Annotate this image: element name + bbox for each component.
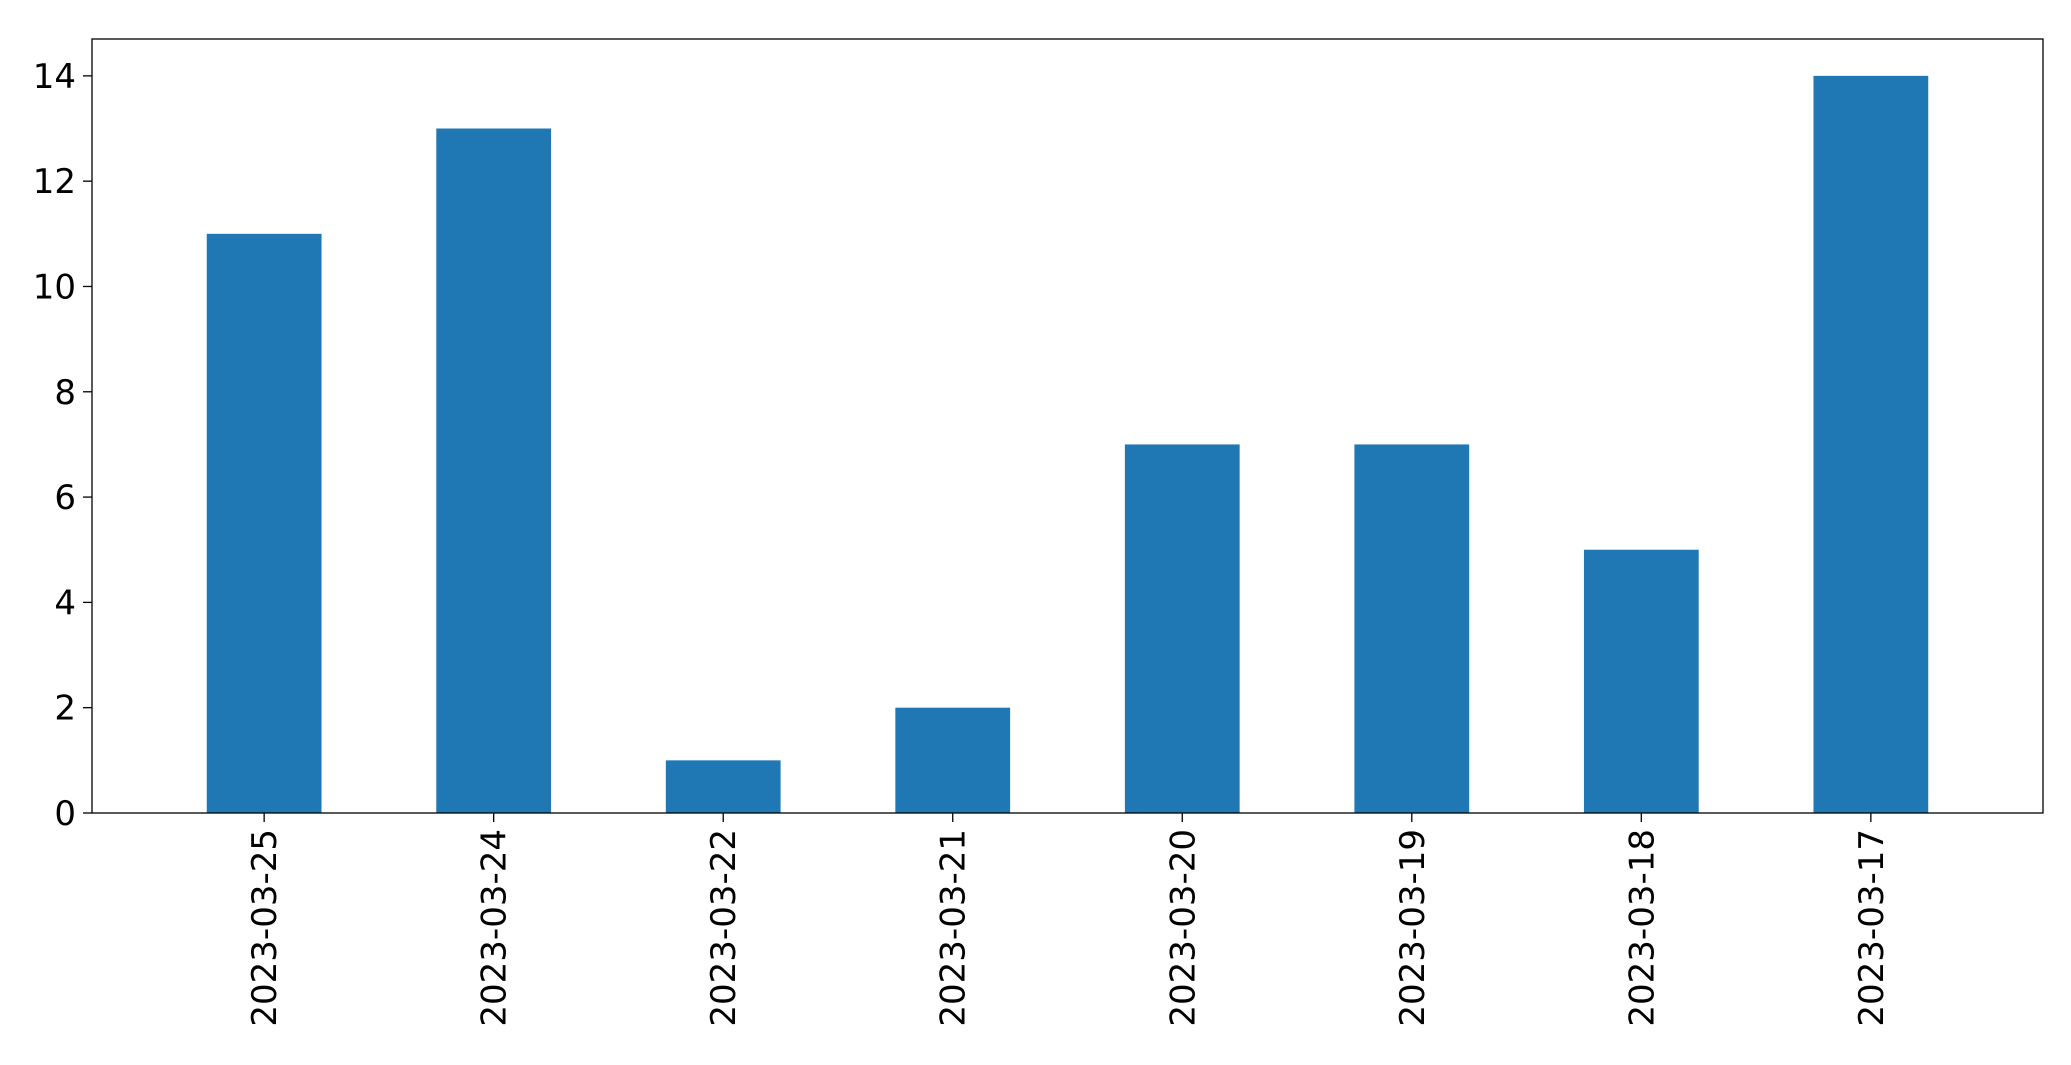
x-tick-label: 2023-03-25 bbox=[245, 829, 285, 1027]
y-tick-label: 10 bbox=[33, 267, 76, 307]
x-tick-label: 2023-03-24 bbox=[475, 829, 515, 1027]
bars-layer bbox=[206, 75, 1929, 814]
bar-2023-03-22 bbox=[665, 760, 781, 813]
bar-2023-03-24 bbox=[436, 128, 552, 813]
x-tick-label: 2023-03-20 bbox=[1163, 829, 1203, 1027]
x-tick-label: 2023-03-21 bbox=[934, 829, 974, 1027]
x-axis: 2023-03-25 2023-03-24 2023-03-22 2023-03-21… bbox=[245, 813, 1892, 1027]
plot-area-frame bbox=[91, 38, 2044, 814]
bar-2023-03-19 bbox=[1354, 444, 1470, 813]
y-tick-label: 6 bbox=[54, 478, 76, 518]
x-tick-label: 2023-03-19 bbox=[1393, 829, 1433, 1027]
bar-2023-03-17 bbox=[1813, 75, 1929, 814]
y-tick-label: 8 bbox=[54, 373, 76, 413]
x-tick-label: 2023-03-17 bbox=[1852, 829, 1892, 1027]
y-tick-label: 4 bbox=[54, 583, 76, 623]
bar-2023-03-18 bbox=[1583, 549, 1699, 813]
y-tick-label: 12 bbox=[33, 162, 76, 202]
x-tick-label: 2023-03-18 bbox=[1622, 829, 1662, 1027]
bar-2023-03-25 bbox=[206, 233, 322, 813]
y-axis: 0 2 4 6 8 10 12 14 bbox=[33, 57, 92, 834]
x-tick-label: 2023-03-22 bbox=[704, 829, 744, 1027]
y-tick-label: 2 bbox=[54, 689, 76, 729]
bar-2023-03-21 bbox=[895, 707, 1011, 813]
y-tick-label: 14 bbox=[33, 57, 76, 97]
bar-2023-03-20 bbox=[1124, 444, 1240, 813]
y-tick-label: 0 bbox=[54, 794, 76, 834]
